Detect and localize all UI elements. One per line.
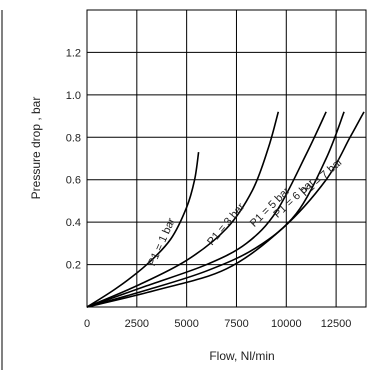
curves <box>86 111 365 308</box>
curve-series-4 <box>86 111 345 308</box>
curve-label-2: P1 = 3 bar <box>205 201 247 248</box>
y-tick-label: 0.6 <box>66 175 81 187</box>
curve-label-5: P1 = 7 bar <box>299 156 345 199</box>
curve-series-5 <box>86 111 365 308</box>
y-tick-labels: 0.2 0.4 0.6 0.8 1.0 1.2 <box>66 47 81 271</box>
y-tick-label: 1.0 <box>66 90 81 102</box>
x-tick-labels: 0 2500 5000 7500 10000 12500 <box>84 318 351 330</box>
curve-series-3 <box>86 111 327 308</box>
y-tick-label: 0.8 <box>66 132 81 144</box>
x-tick-label: 5000 <box>174 318 198 330</box>
x-axis-label: Flow, Nl/min <box>209 349 274 363</box>
curve-series-2 <box>86 111 280 308</box>
plot-frame <box>86 9 367 308</box>
x-tick-label: 7500 <box>224 318 248 330</box>
x-tick-label: 2500 <box>125 318 149 330</box>
x-tick-label: 12500 <box>321 318 352 330</box>
y-tick-label: 0.2 <box>66 260 81 272</box>
y-axis-label: Pressure drop , bar <box>29 97 43 200</box>
curve-label-1: P1 = 1 bar <box>146 216 178 268</box>
x-tick-label: 0 <box>84 318 90 330</box>
x-tick-label: 10000 <box>271 318 302 330</box>
y-tick-label: 0.4 <box>66 217 81 229</box>
y-tick-label: 1.2 <box>66 47 81 59</box>
curve-series-1 <box>86 152 200 308</box>
